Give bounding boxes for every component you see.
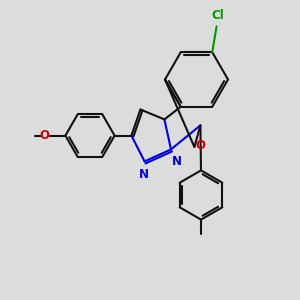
Text: O: O bbox=[195, 139, 206, 152]
Text: N: N bbox=[139, 168, 149, 181]
Text: O: O bbox=[40, 129, 50, 142]
Text: Cl: Cl bbox=[212, 9, 224, 22]
Text: N: N bbox=[172, 155, 182, 168]
